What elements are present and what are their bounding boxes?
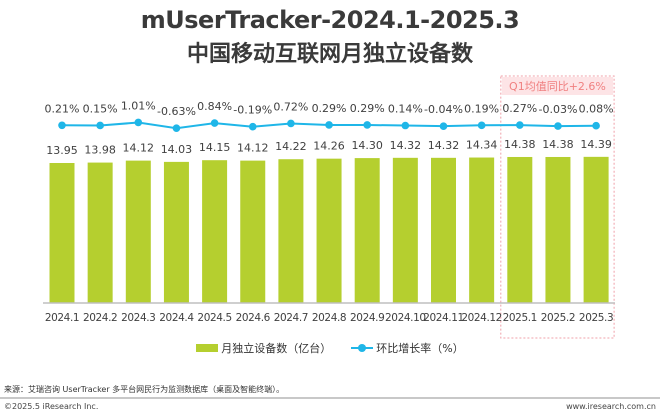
bar-2024.12 (469, 157, 495, 303)
bar-2025.3 (583, 156, 609, 303)
bar-label-2024.5: 14.15 (199, 141, 231, 154)
line-point-2024.2 (96, 121, 104, 130)
line-label-2024.3: 1.01% (121, 99, 156, 112)
line-point-2025.1 (516, 121, 524, 129)
bar-2024.7 (278, 159, 304, 303)
legend-bar-swatch (196, 344, 219, 352)
bar-label-2024.2: 13.98 (84, 144, 116, 157)
x-tick-2024.4: 2024.4 (159, 312, 194, 324)
x-tick-2024.9: 2024.9 (350, 312, 384, 324)
line-point-2024.5 (210, 119, 219, 127)
line-label-2024.5: 0.84% (197, 100, 232, 113)
x-tick-labels: 2024.1 2024.2 2024.3 2024.4 2024.5 2024.6 2024… (45, 312, 614, 324)
website-link[interactable]: www.iresearch.com.cn (566, 402, 656, 411)
bar-label-2025.2: 14.38 (542, 138, 574, 151)
line-point-2024.1 (58, 121, 66, 130)
chart-area: Q1均值同比+2.6% 13.95 13.98 14.12 14.03 14.15 14.… (43, 75, 615, 339)
bar-label-2024.12: 14.34 (466, 139, 498, 152)
line-point-2024.7 (287, 119, 295, 128)
copyright: ©2025.5 iResearch Inc. (4, 402, 99, 411)
annotation-text: Q1均值同比+2.6% (509, 80, 606, 93)
line-point-2024.9 (363, 121, 372, 129)
legend-item-devices: 月独立设备数（亿台） (196, 340, 331, 356)
line-point-2024.3 (134, 118, 143, 127)
x-tick-2024.3: 2024.3 (121, 312, 155, 324)
bar-label-2024.11: 14.32 (428, 139, 460, 152)
x-tick-2025.1: 2025.1 (503, 312, 537, 324)
bar-2024.4 (163, 161, 189, 303)
bar-label-2024.9: 14.30 (351, 139, 383, 152)
chart-title-line1: mUserTracker-2024.1-2025.3 (140, 6, 520, 34)
line-label-2024.1: 0.21% (45, 102, 80, 115)
legend-label-growth: 环比增长率（%） (376, 342, 464, 355)
x-tick-2024.11: 2024.11 (423, 312, 464, 324)
annotation-group: Q1均值同比+2.6% (500, 75, 615, 339)
bar-2024.5 (202, 160, 228, 303)
x-tick-2024.5: 2024.5 (197, 312, 231, 324)
bar-label-2024.8: 14.26 (313, 140, 345, 153)
x-tick-2024.8: 2024.8 (312, 312, 346, 324)
line-label-2024.8: 0.29% (312, 102, 347, 115)
bar-label-2025.1: 14.38 (504, 138, 536, 151)
line-label-2024.9: 0.29% (350, 102, 385, 115)
line-point-2024.4 (172, 124, 181, 133)
bar-2025.1 (507, 156, 533, 303)
bar-2025.2 (545, 156, 571, 303)
x-tick-2024.1: 2024.1 (45, 312, 79, 324)
x-tick-2025.3: 2025.3 (579, 312, 613, 324)
line-point-2024.6 (248, 122, 257, 131)
x-tick-2024.7: 2024.7 (274, 312, 308, 324)
line-label-2024.6: -0.19% (233, 104, 272, 117)
footer-divider (0, 397, 660, 399)
line-label-2025.3: 0.08% (579, 103, 614, 116)
chart-title-line2: 中国移动互联网月独立设备数 (186, 42, 473, 67)
growth-rate-labels: 0.21% 0.15% 1.01% -0.63% 0.84% -0.19% 0.72% 0.2… (45, 99, 614, 118)
annotation-header-bg (501, 77, 614, 95)
bar-label-2024.3: 14.12 (123, 142, 155, 155)
bar-label-2024.6: 14.12 (237, 142, 269, 155)
line-point-2025.2 (554, 122, 562, 130)
annotation-box (500, 75, 615, 339)
line-label-2024.2: 0.15% (83, 102, 118, 115)
bar-label-2024.1: 13.95 (46, 144, 78, 157)
line-point-2024.12 (477, 121, 486, 130)
line-label-2024.4: -0.63% (157, 105, 196, 118)
bar-2024.9 (354, 158, 380, 303)
x-tick-2024.2: 2024.2 (83, 312, 117, 324)
bar-2024.6 (240, 160, 266, 303)
bar-label-2024.7: 14.22 (275, 140, 307, 153)
x-tick-2024.6: 2024.6 (236, 312, 271, 324)
growth-rate-points (58, 118, 600, 133)
bar-series (49, 156, 609, 303)
bar-2024.1 (49, 163, 75, 303)
bar-label-2024.4: 14.03 (161, 143, 193, 156)
line-point-2025.3 (592, 121, 600, 130)
legend-item-growth: 环比增长率（%） (351, 340, 464, 356)
legend-line-swatch (351, 344, 374, 352)
line-label-2024.11: -0.04% (424, 103, 463, 116)
bar-2024.11 (431, 157, 456, 303)
line-point-2024.11 (439, 122, 448, 130)
x-tick-2024.10: 2024.10 (385, 312, 426, 324)
line-point-2024.10 (401, 121, 410, 130)
bar-label-2025.3: 14.39 (580, 138, 612, 151)
bar-2024.8 (316, 158, 342, 303)
line-label-2024.7: 0.72% (273, 100, 308, 113)
legend-label-devices: 月独立设备数（亿台） (221, 342, 332, 355)
source-note: 来源：艾瑞咨询 UserTracker 多平台网民行为监测数据库（桌面及智能终端… (4, 385, 285, 394)
line-label-2024.10: 0.14% (388, 103, 423, 116)
bar-2024.2 (87, 162, 113, 303)
bar-label-2024.10: 14.32 (390, 139, 422, 152)
bar-2024.10 (392, 157, 418, 303)
bar-2024.3 (125, 160, 151, 303)
line-label-2025.1: 0.27% (502, 102, 537, 115)
x-tick-2024.12: 2024.12 (461, 312, 502, 324)
line-point-2024.8 (325, 121, 333, 129)
x-tick-2025.2: 2025.2 (541, 312, 575, 324)
legend: 月独立设备数（亿台） 环比增长率（%） (0, 340, 660, 356)
line-label-2025.2: -0.03% (538, 103, 577, 116)
bar-labels: 13.95 13.98 14.12 14.03 14.15 14.12 14.22 14.26… (46, 138, 612, 157)
line-label-2024.12: 0.19% (464, 102, 499, 115)
